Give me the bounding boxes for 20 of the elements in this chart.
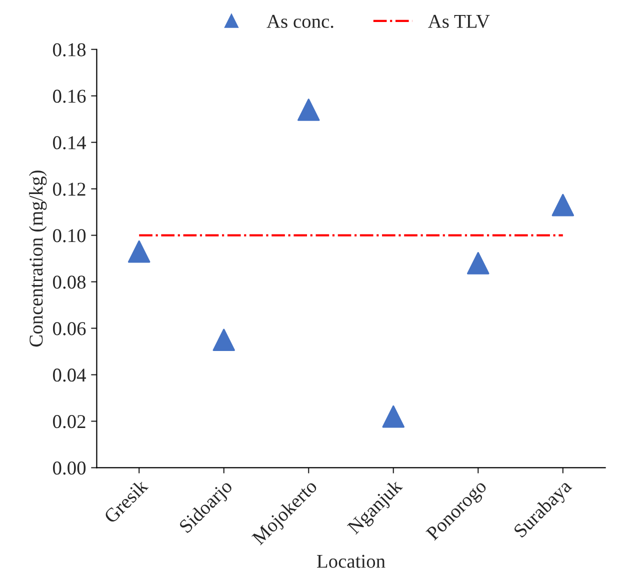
y-tick-label: 0.02: [53, 415, 86, 428]
point: [552, 194, 574, 216]
y-tick-label: 0.14: [53, 136, 86, 150]
y-tick-label: 0.08: [53, 276, 86, 289]
y-tick-label: 0.16: [53, 90, 86, 103]
point: [297, 98, 320, 121]
y-tick-label: 0.12: [53, 182, 86, 196]
y-axis-title: Concentration (mg/kg): [29, 170, 47, 347]
point: [382, 405, 405, 428]
x-axis-title: Location: [317, 554, 386, 568]
legend-label: As TLV: [428, 14, 490, 28]
y-tick-label: 0.04: [53, 368, 86, 382]
legend-label: As conc.: [266, 14, 334, 28]
y-tick-label: 0.10: [53, 229, 86, 242]
point: [128, 240, 150, 263]
y-tick-label: 0.00: [53, 462, 86, 475]
y-tick-label: 0.06: [53, 322, 86, 336]
y-tick-label: 0.18: [53, 43, 86, 56]
point: [212, 328, 235, 352]
point: [467, 252, 490, 274]
